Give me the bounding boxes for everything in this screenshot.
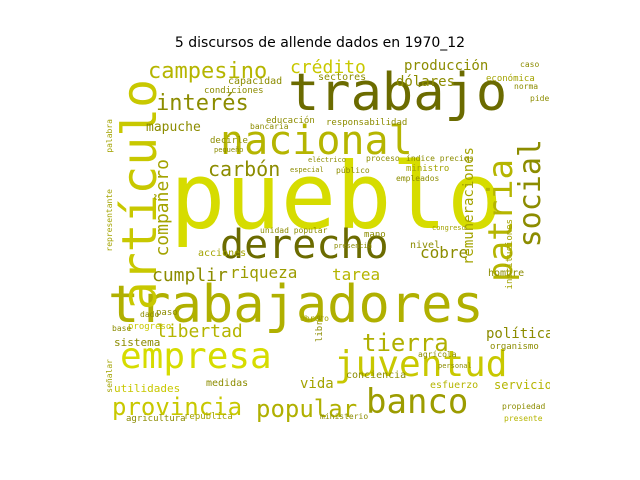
cloud-word: condiciones: [204, 86, 264, 96]
cloud-word: económica: [486, 74, 535, 84]
cloud-word: base: [112, 324, 132, 333]
cloud-word: popular: [256, 395, 358, 423]
cloud-word: compañero: [152, 159, 173, 257]
cloud-word: derecho: [220, 222, 389, 268]
cloud-word: especial: [290, 166, 324, 174]
cloud-word: sectores: [318, 72, 367, 83]
cloud-word: congreso: [432, 224, 466, 232]
cloud-word: pide: [530, 94, 550, 103]
cloud-word: palabra: [105, 119, 114, 153]
cloud-word: juventud: [334, 344, 508, 385]
cloud-word: acciones: [198, 248, 247, 259]
cloud-word: propiedad: [502, 402, 546, 411]
cloud-word: personal: [438, 362, 472, 370]
cloud-word: mano: [364, 230, 386, 240]
cloud-word: proceso: [366, 154, 400, 163]
cloud-word: paso: [156, 308, 178, 318]
cloud-word: trabajadores: [108, 275, 484, 335]
cloud-word: señalar: [105, 359, 114, 393]
cloud-word: empleados: [396, 174, 440, 183]
cloud-word: agrícola: [418, 350, 457, 359]
cloud-word: unidad popular: [260, 226, 328, 235]
cloud-word: representante: [105, 189, 114, 252]
cloud-word: presencia: [334, 242, 372, 250]
cloud-word: cobre: [420, 243, 469, 262]
cloud-word: ministerio: [320, 412, 369, 421]
cloud-word: utilidades: [114, 382, 181, 395]
cloud-word: nivel: [410, 240, 441, 251]
cloud-word: ministro: [406, 164, 450, 174]
cloud-word: hombre: [488, 268, 525, 279]
cloud-word: progreso: [128, 322, 172, 332]
cloud-word: dólares: [396, 74, 456, 90]
cloud-word: conciencia: [346, 370, 407, 381]
cloud-word: tarea: [332, 265, 381, 284]
cloud-word: interés: [156, 91, 249, 116]
cloud-word: instituciones: [505, 219, 515, 290]
cloud-word: social: [513, 139, 548, 248]
cloud-word: pequeño: [214, 146, 244, 154]
cloud-word: libertad: [156, 321, 243, 342]
figure-title: 5 discursos de allende dados en 1970_12: [174, 35, 466, 51]
cloud-word: producción: [404, 59, 489, 74]
cloud-word: campesino: [148, 59, 268, 84]
cloud-word: provincia: [112, 393, 243, 421]
cloud-word: riqueza: [230, 263, 298, 282]
cloud-word: cumplir: [152, 265, 228, 286]
cloud-word: responsabilidad: [326, 118, 408, 128]
cloud-word: organismo: [490, 342, 539, 352]
cloud-word: trabajo: [288, 63, 508, 123]
cloud-word: carbón: [208, 157, 281, 181]
cloud-word: educación: [266, 116, 315, 126]
cloud-word: nacional: [220, 118, 413, 164]
cloud-word: eléctrico: [308, 156, 346, 164]
cloud-word: obrero: [300, 314, 329, 323]
cloud-word: banco: [366, 382, 469, 422]
cloud-word: vida: [300, 376, 334, 392]
cloud-word: mapuche: [146, 120, 201, 135]
cloud-word: medidas: [206, 378, 249, 389]
cloud-word: tierra: [362, 329, 449, 357]
cloud-word: empresa: [120, 336, 272, 377]
cloud-word: norma: [514, 82, 539, 91]
cloud-word: república: [184, 412, 233, 422]
cloud-word: pueblo: [170, 143, 503, 250]
cloud-word: servicio: [494, 378, 550, 392]
cloud-word: público: [336, 166, 370, 175]
cloud-word: caso: [520, 60, 540, 69]
cloud-word: política: [486, 326, 550, 342]
cloud-word: esfuerzo: [430, 380, 479, 391]
cloud-word: bancaria: [250, 122, 289, 131]
cloud-word: remuneraciones: [461, 147, 477, 266]
cloud-word: sistema: [114, 336, 161, 349]
cloud-word: presente: [504, 414, 543, 423]
cloud-word: capacidad: [228, 76, 283, 87]
cloud-word: crédito: [290, 59, 366, 78]
cloud-word: dado: [140, 310, 160, 319]
cloud-word: índice precios: [406, 154, 474, 163]
cloud-word: decirle: [210, 136, 248, 146]
word-cloud: pueblo trabajadores trabajo artículo nac…: [104, 59, 550, 426]
cloud-word: agricultura: [126, 414, 186, 424]
